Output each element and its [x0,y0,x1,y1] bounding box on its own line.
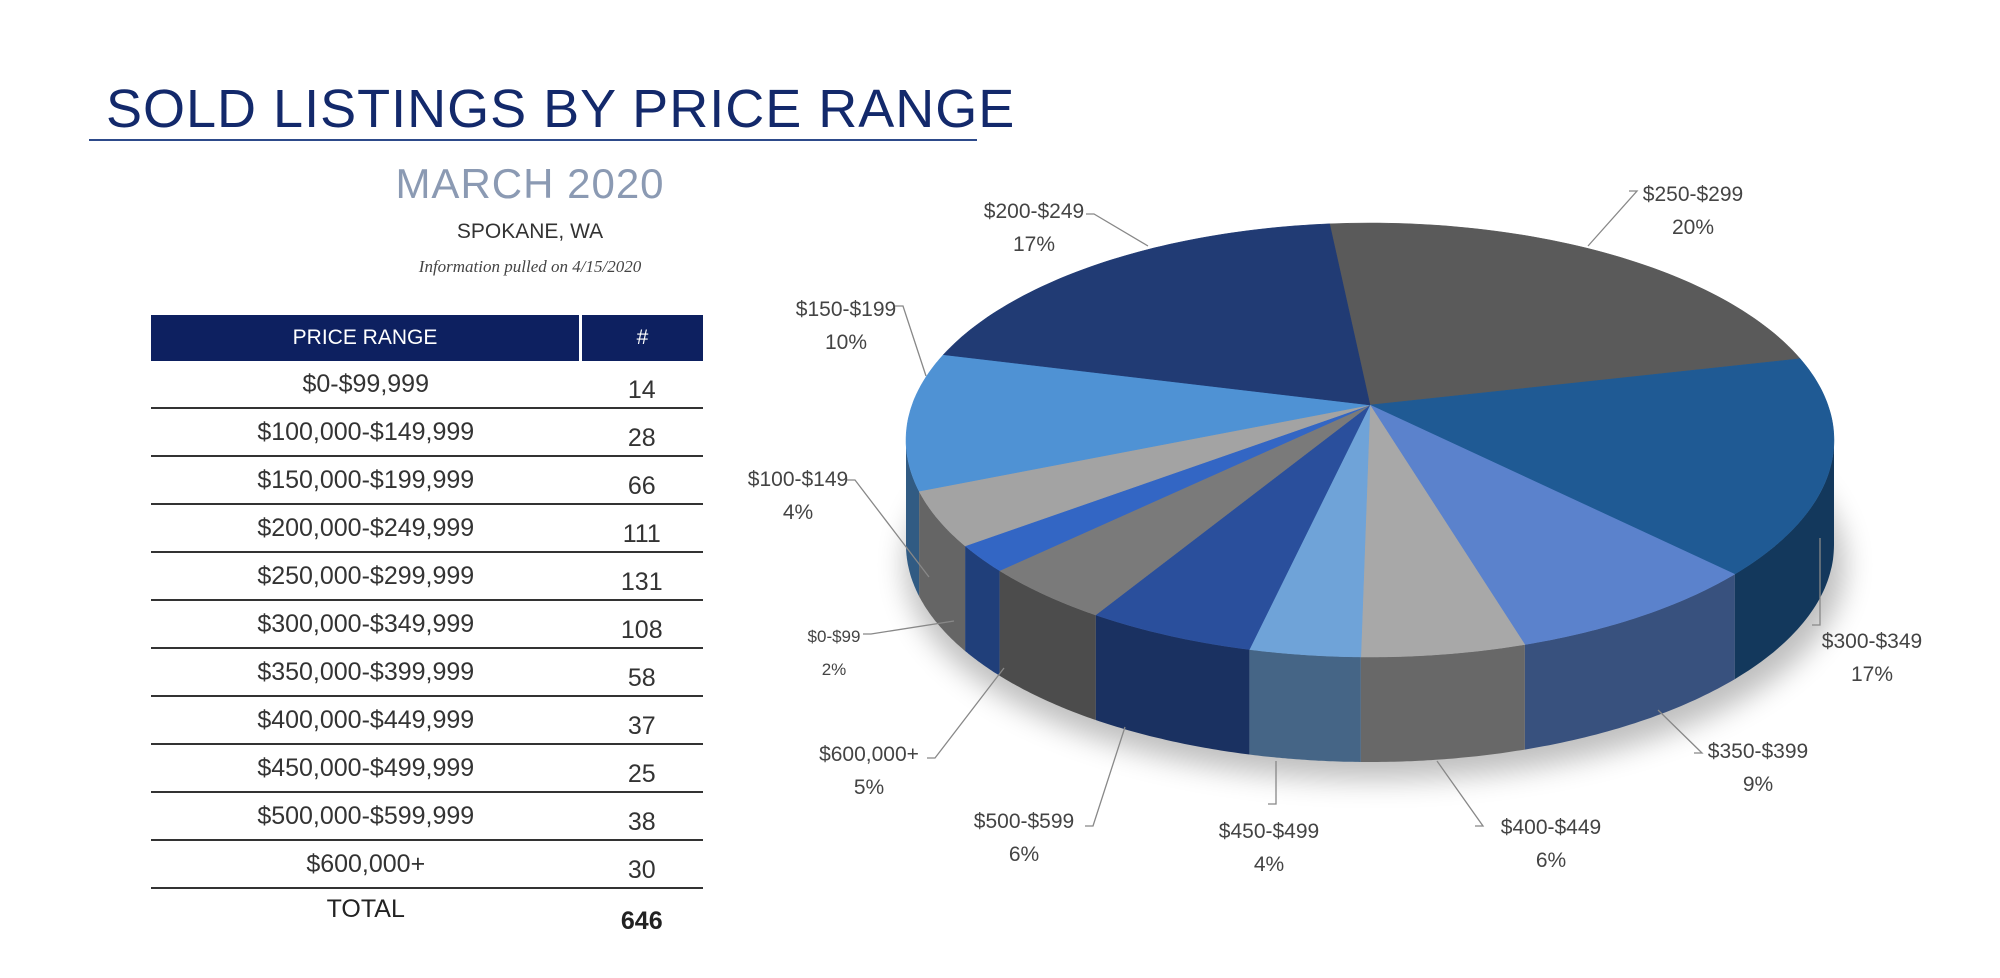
table-row: $600,000+ 30 [151,840,703,889]
pie-slice-4 [1249,404,1371,658]
pie-slice-2 [1369,404,1736,645]
report-month: MARCH 2020 [395,160,665,207]
count-cell: 30 [580,840,703,889]
pie-slice-7 [964,404,1371,571]
price-range-cell: $450,000-$499,999 [151,744,581,793]
slice-label: $500-$599 [974,810,1074,833]
price-range-cell: $300,000-$349,999 [151,600,581,649]
report-location: SPOKANE, WA [456,220,604,243]
count-cell: 25 [580,744,703,793]
slice-percent: 4% [1254,853,1284,876]
pie-slice-side [1360,644,1525,762]
table-row: $0-$99,999 14 [151,361,703,409]
pie-slice-side [1095,615,1250,755]
table-row: $500,000-$599,999 38 [151,792,703,841]
leader-line [1085,726,1126,827]
count-cell: 66 [580,456,703,505]
slice-percent: 9% [1743,773,1773,796]
leader-line [927,667,1005,759]
pie-slice-10 [942,223,1371,406]
pie-slice-9 [905,354,1371,492]
price-range-cell: $150,000-$199,999 [151,456,581,505]
count-cell: 28 [580,408,703,457]
pie-slice-0 [1329,222,1801,406]
leader-line [1268,761,1277,805]
count-cell: 58 [580,648,703,697]
count-cell: 108 [580,600,703,649]
pie-slice-side [965,546,1000,676]
price-range-cell: $600,000+ [151,840,581,889]
pie-slice-side [999,570,1096,720]
leader-line [895,305,927,377]
pie-slice-side [1734,440,1834,680]
slice-percent: 17% [1851,663,1893,686]
slice-label: $350-$399 [1708,740,1808,763]
slice-percent: 17% [1013,233,1055,256]
count-cell: 131 [580,552,703,601]
pie-slice-1 [1369,358,1835,575]
price-range-table: PRICE RANGE # $0-$99,999 14 $100,000-$149… [151,315,703,941]
total-row: TOTAL 646 [151,888,703,941]
pie-slice-5 [1095,404,1371,650]
leader-line [1657,709,1704,754]
price-range-cell: $100,000-$149,999 [151,408,581,457]
count-cell: 111 [580,504,703,553]
price-range-cell: $500,000-$599,999 [151,792,581,841]
count-cell: 37 [580,696,703,745]
table-row: $150,000-$199,999 66 [151,456,703,505]
pie-slice-side [906,440,920,597]
slice-label: $600,000+ [819,743,919,766]
slice-label: $250-$299 [1643,183,1743,206]
leader-line [1812,538,1821,626]
table-row: $350,000-$399,999 58 [151,648,703,697]
price-range-cell: $250,000-$299,999 [151,552,581,601]
column-header-count: # [580,315,703,361]
pie-slice-6 [999,404,1371,616]
leader-line [1086,213,1149,247]
table-row: $400,000-$449,999 37 [151,696,703,745]
table-row: $200,000-$249,999 111 [151,504,703,553]
table-row: $100,000-$149,999 28 [151,408,703,457]
title-divider [89,139,977,141]
slice-label: $300-$349 [1822,630,1922,653]
slice-percent: 20% [1672,216,1714,239]
column-header-price-range: PRICE RANGE [151,315,582,361]
slice-label: $200-$249 [984,200,1084,223]
count-cell: 14 [580,361,703,409]
total-label: TOTAL [326,895,405,923]
slice-label: $100-$149 [748,468,848,491]
leader-line [1436,760,1485,827]
slice-label: $150-$199 [796,298,896,321]
count-cell: 38 [580,792,703,841]
total-value: 646 [620,906,663,935]
table-header: PRICE RANGE # [151,315,703,361]
leader-line [847,479,930,578]
slice-percent: 2% [822,660,847,679]
table-row: $250,000-$299,999 131 [151,552,703,601]
price-range-cell: $350,000-$399,999 [151,648,581,697]
table-row: $450,000-$499,999 25 [151,744,703,793]
price-range-cell: $200,000-$249,999 [151,504,581,553]
slice-percent: 6% [1536,849,1566,872]
slice-label: $400-$449 [1501,816,1601,839]
pie-slice-3 [1360,404,1526,658]
slice-percent: 10% [825,331,867,354]
slice-percent: 5% [854,776,884,799]
pie-slice-side [1524,574,1735,750]
pie-slice-side [1249,649,1361,762]
price-range-cell: $0-$99,999 [151,361,581,409]
slice-percent: 4% [783,501,813,524]
page-title: SOLD LISTINGS BY PRICE RANGE [106,79,1016,139]
slice-label: $450-$499 [1219,820,1319,843]
pie-slice-8 [918,404,1371,547]
pie-slice-side [919,491,966,651]
info-pulled-note: Information pulled on 4/15/2020 [418,257,642,276]
table-row: $300,000-$349,999 108 [151,600,703,649]
leader-line [863,620,955,635]
slice-percent: 6% [1009,843,1039,866]
slice-label: $0-$99 [808,627,861,646]
leader-line [1587,190,1639,247]
price-range-cell: $400,000-$449,999 [151,696,581,745]
